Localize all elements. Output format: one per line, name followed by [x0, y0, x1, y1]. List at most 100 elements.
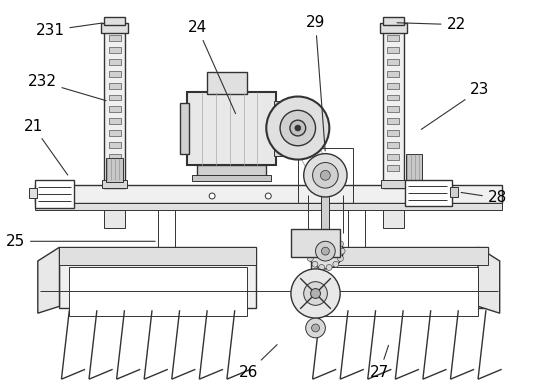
Circle shape	[311, 289, 320, 298]
Circle shape	[280, 110, 316, 146]
Bar	[298, 148, 353, 203]
Circle shape	[266, 97, 329, 160]
Bar	[388, 95, 399, 100]
Circle shape	[312, 235, 318, 241]
Circle shape	[290, 120, 305, 136]
Text: 21: 21	[23, 118, 68, 175]
Bar	[381, 180, 406, 188]
Bar	[388, 130, 399, 136]
Bar	[192, 175, 271, 181]
Circle shape	[312, 324, 319, 332]
Bar	[35, 180, 74, 208]
Circle shape	[304, 282, 327, 305]
Bar	[101, 23, 128, 32]
Circle shape	[320, 170, 331, 180]
Bar	[35, 203, 501, 210]
Bar	[29, 188, 37, 198]
Bar	[109, 106, 121, 112]
Circle shape	[321, 247, 329, 255]
Text: 24: 24	[188, 20, 235, 114]
Circle shape	[265, 193, 271, 199]
Bar	[388, 83, 399, 89]
Bar	[109, 83, 121, 89]
Circle shape	[308, 241, 313, 247]
Bar	[109, 71, 121, 77]
Text: 22: 22	[397, 17, 466, 32]
Bar	[388, 59, 399, 65]
Circle shape	[339, 248, 345, 254]
Text: 23: 23	[421, 82, 490, 129]
Bar	[388, 154, 399, 160]
Circle shape	[319, 265, 325, 271]
Bar	[291, 230, 340, 257]
Text: 25: 25	[6, 234, 155, 249]
Bar	[388, 47, 399, 53]
Circle shape	[308, 255, 313, 261]
Bar	[109, 142, 121, 148]
Text: 232: 232	[28, 74, 106, 100]
Circle shape	[312, 261, 318, 267]
Bar	[198, 165, 266, 177]
Bar	[59, 247, 256, 308]
Bar	[382, 17, 404, 25]
Text: 26: 26	[239, 345, 277, 380]
Bar	[109, 154, 121, 160]
Bar	[388, 71, 399, 77]
Bar	[187, 91, 276, 165]
Circle shape	[295, 125, 301, 131]
Bar	[109, 130, 121, 136]
Bar	[104, 17, 125, 25]
Circle shape	[333, 261, 339, 267]
Polygon shape	[38, 247, 59, 313]
Bar	[321, 195, 329, 233]
Circle shape	[319, 232, 325, 238]
Circle shape	[316, 241, 335, 261]
Bar	[109, 59, 121, 65]
Bar	[35, 185, 501, 203]
Bar	[207, 72, 247, 93]
Circle shape	[305, 248, 312, 254]
Bar	[405, 180, 452, 206]
Circle shape	[326, 265, 332, 271]
Circle shape	[326, 232, 332, 238]
Bar	[109, 95, 121, 100]
Polygon shape	[478, 247, 500, 313]
Bar	[388, 165, 399, 171]
Circle shape	[312, 163, 338, 188]
Bar	[380, 23, 407, 32]
Bar	[406, 154, 422, 183]
Bar	[102, 180, 128, 188]
Bar	[382, 210, 404, 228]
Circle shape	[337, 241, 343, 247]
Bar	[69, 267, 247, 316]
Text: 231: 231	[35, 23, 102, 38]
Bar	[109, 165, 121, 171]
Bar	[388, 142, 399, 148]
Bar	[382, 30, 404, 188]
Bar	[274, 101, 300, 156]
Bar	[311, 247, 488, 308]
Text: 28: 28	[461, 190, 507, 205]
Bar	[320, 267, 478, 316]
Bar	[104, 30, 125, 188]
Bar	[311, 247, 488, 265]
Bar	[388, 36, 399, 41]
Circle shape	[308, 233, 343, 269]
Circle shape	[304, 154, 347, 197]
Bar	[106, 158, 123, 182]
Bar	[388, 118, 399, 124]
Text: 29: 29	[306, 15, 325, 151]
Text: 27: 27	[370, 345, 389, 380]
Bar	[451, 187, 458, 197]
Circle shape	[291, 269, 340, 318]
Bar	[109, 118, 121, 124]
Circle shape	[305, 318, 325, 338]
Bar	[109, 47, 121, 53]
Circle shape	[333, 235, 339, 241]
Bar	[104, 210, 125, 228]
Circle shape	[321, 193, 327, 199]
Bar	[109, 36, 121, 41]
Circle shape	[209, 193, 215, 199]
Bar	[179, 103, 190, 154]
Bar	[388, 106, 399, 112]
